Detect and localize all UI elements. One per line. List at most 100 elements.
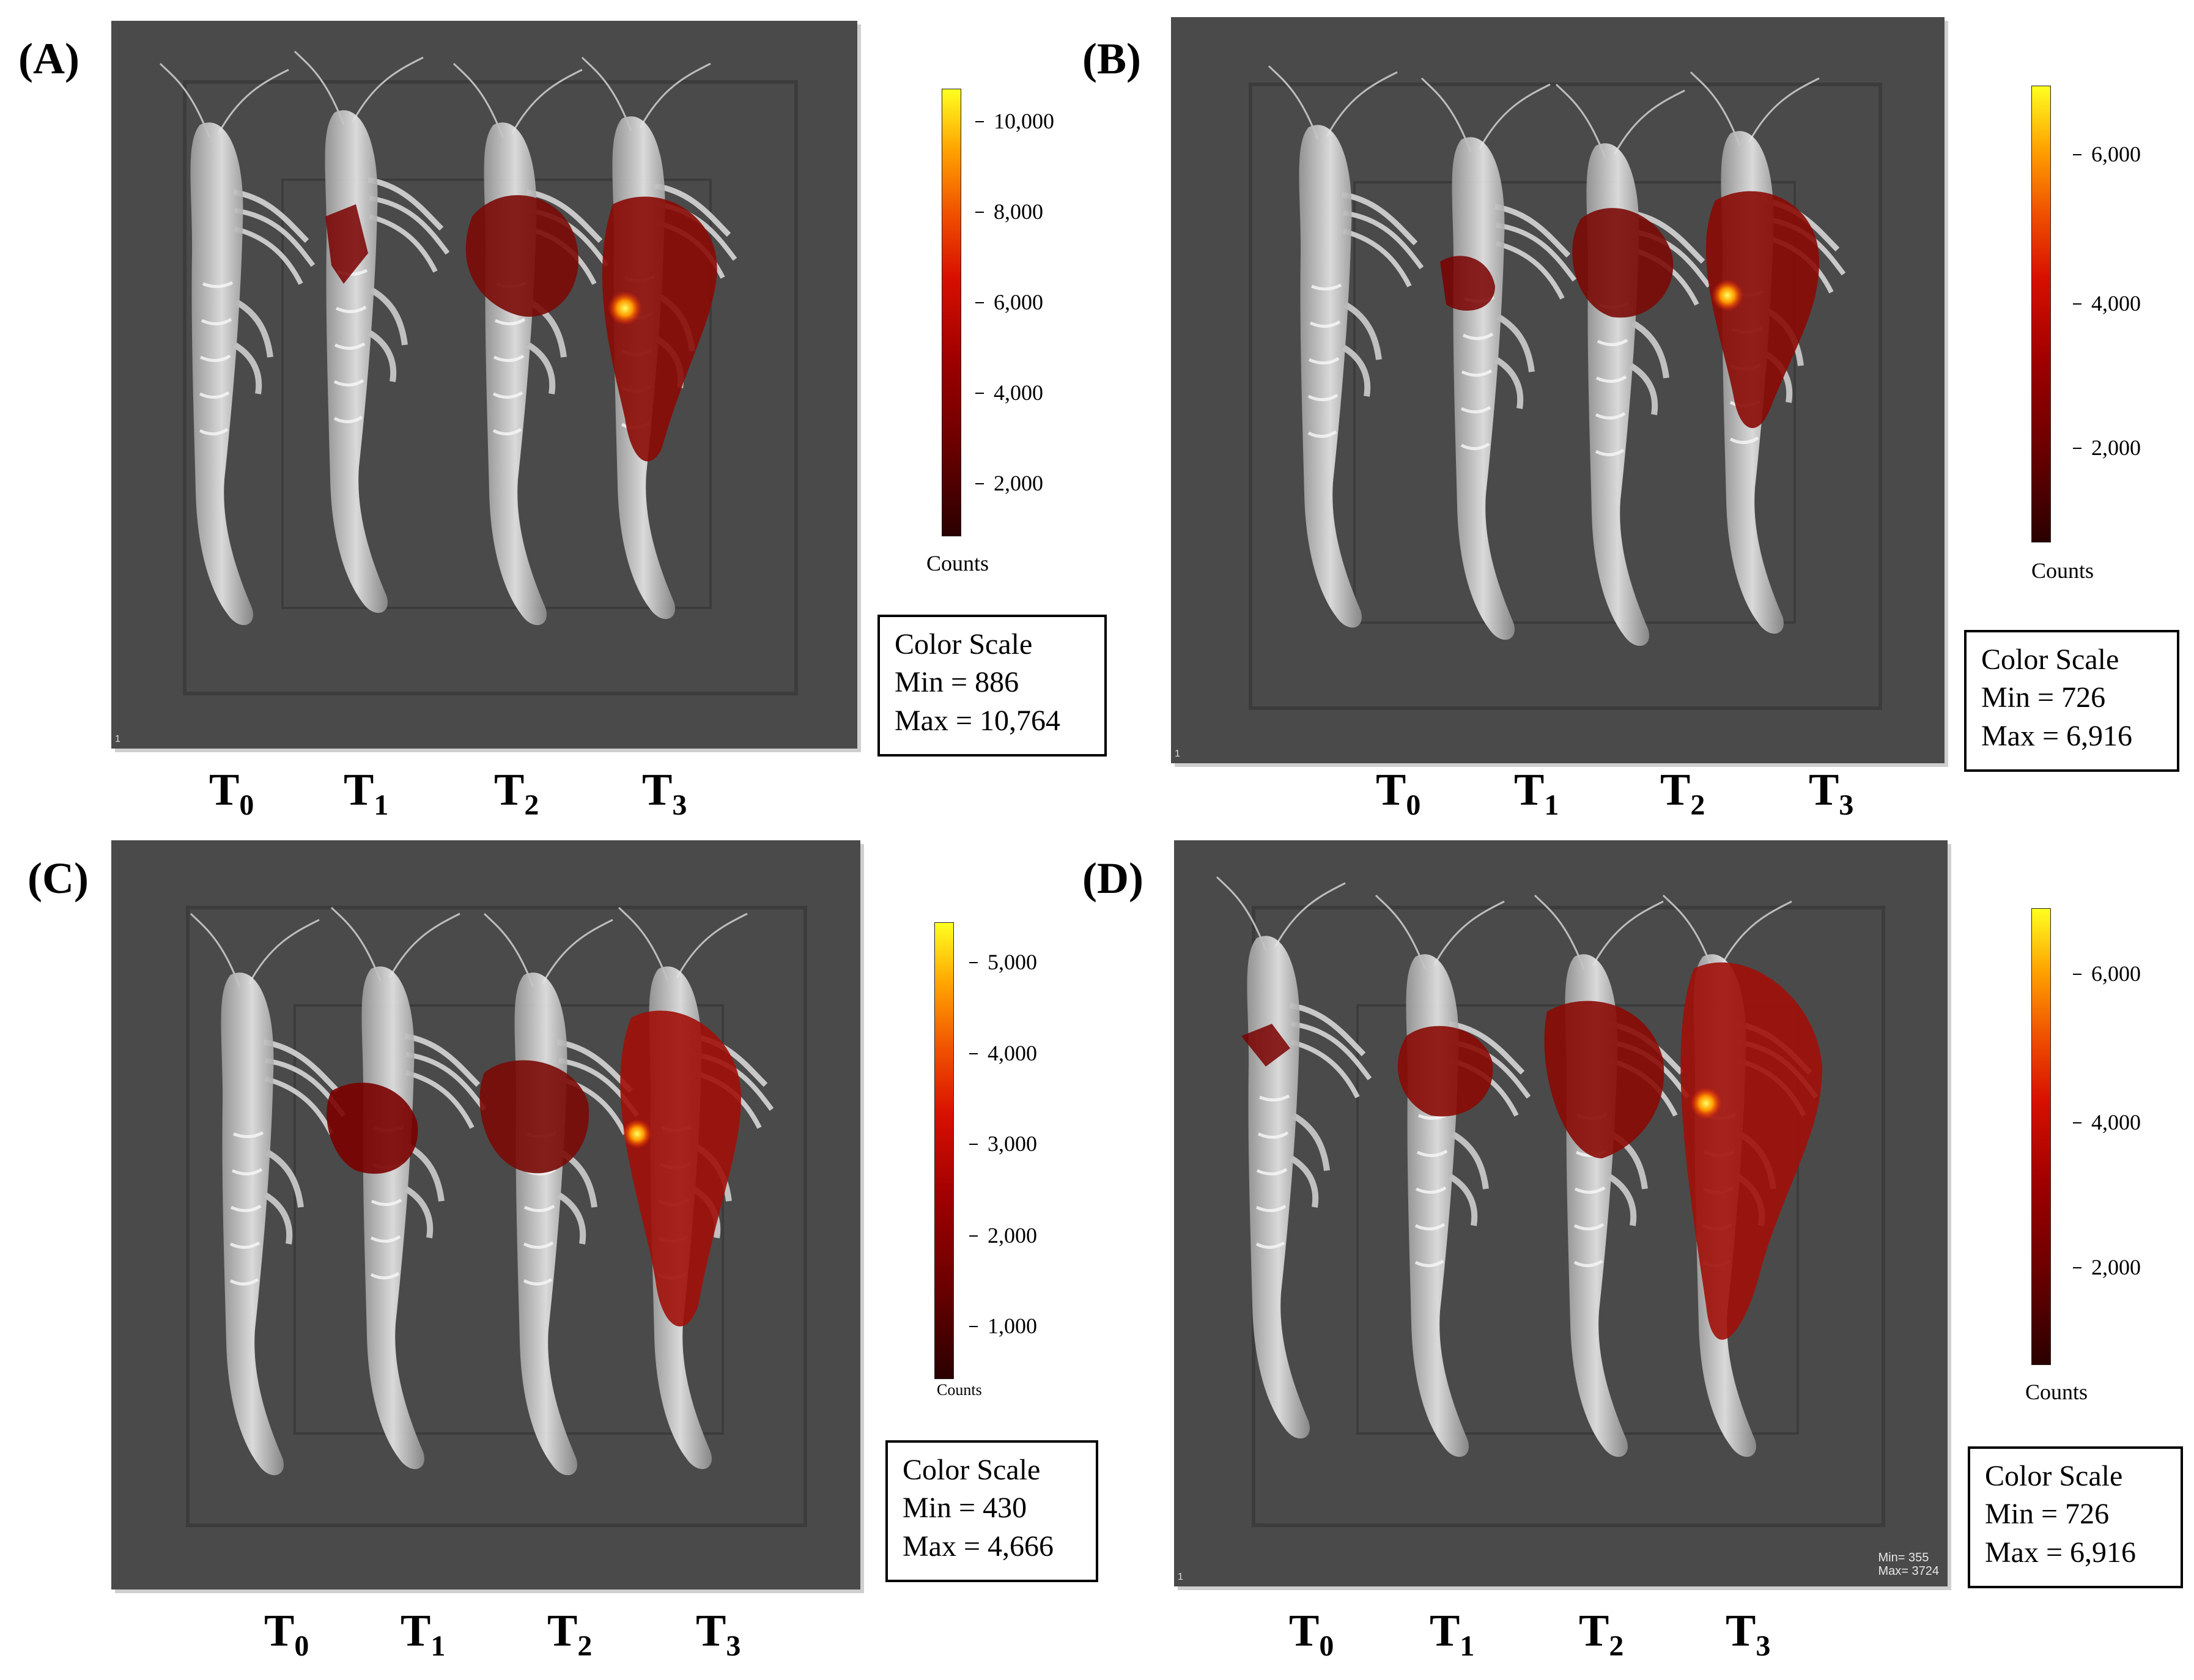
shrimp-t2 <box>1535 895 1688 1457</box>
colorbar-tick: 8,000 <box>975 199 1043 224</box>
acquisition-minmax: Min= 355 Max= 3724 <box>1878 1551 1939 1578</box>
group-label-t3: T3 <box>696 1606 741 1662</box>
scale-title: Color Scale <box>903 1454 1041 1486</box>
color-scale-box: Color Scale Min = 430 Max = 4,666 <box>885 1440 1098 1582</box>
group-label-t0: T0 <box>264 1606 309 1662</box>
colorbar-tick: 1,000 <box>969 1314 1037 1338</box>
signal-region-t3 <box>1705 191 1819 429</box>
colorbar-unit: Counts <box>937 1381 982 1399</box>
colorbar <box>934 922 954 1379</box>
signal-region-t1 <box>327 1082 418 1174</box>
signal-region-t2 <box>465 195 578 317</box>
colorbar-tick: 10,000 <box>975 109 1054 133</box>
scale-title: Color Scale <box>1985 1460 2123 1492</box>
signal-region-t2 <box>1572 208 1674 318</box>
hotspot <box>622 1119 652 1149</box>
corner-mark: 1 <box>115 734 120 744</box>
signal-region-t1 <box>1440 256 1495 311</box>
bioluminescence-image <box>111 840 860 1589</box>
group-label-t0: T0 <box>1289 1606 1334 1662</box>
scale-max: Max = 6,916 <box>1981 719 2133 752</box>
group-label-t1: T1 <box>1430 1606 1475 1662</box>
acquisition-max: Max= 3724 <box>1878 1564 1939 1578</box>
shrimp-scene <box>111 21 798 695</box>
colorbar-tick: 2,000 <box>2073 435 2141 460</box>
shrimp-t1 <box>1376 895 1529 1457</box>
group-label-t3: T3 <box>642 765 687 821</box>
group-label-t1: T1 <box>1514 765 1559 821</box>
shrimp-scene <box>186 840 807 1527</box>
corner-mark: 1 <box>1175 749 1180 759</box>
colorbar-tick: 4,000 <box>975 380 1043 405</box>
shrimp-t1 <box>1422 78 1575 640</box>
scale-max: Max = 10,764 <box>895 704 1061 737</box>
shrimp-t2 <box>484 914 637 1475</box>
colorbar <box>2031 86 2051 542</box>
bioluminescence-image: 1 <box>1171 17 1945 763</box>
colorbar-tick: 6,000 <box>2073 142 2141 166</box>
group-label-t2: T2 <box>494 765 539 821</box>
shrimp-t0 <box>191 914 344 1475</box>
shrimp-scene <box>1249 17 1882 710</box>
color-scale-box: Color Scale Min = 726 Max = 6,916 <box>1964 630 2179 772</box>
scale-title: Color Scale <box>895 628 1033 661</box>
shrimp-scene <box>1174 840 1885 1527</box>
colorbar-unit: Counts <box>2031 558 2094 583</box>
colorbar-tick: 6,000 <box>2073 961 2141 986</box>
bioluminescence-image: 1 <box>111 21 857 749</box>
group-label-t3: T3 <box>1809 765 1854 821</box>
scale-min: Min = 726 <box>1985 1498 2110 1531</box>
shrimp-t1 <box>331 908 484 1469</box>
colorbar-tick: 2,000 <box>2073 1255 2141 1279</box>
scale-max: Max = 4,666 <box>903 1530 1054 1563</box>
shrimp-t2 <box>454 64 607 625</box>
signal-region-t1 <box>1397 1026 1493 1117</box>
group-label-t2: T2 <box>1660 765 1705 821</box>
colorbar-unit: Counts <box>926 551 989 575</box>
color-scale-box: Color Scale Min = 726 Max = 6,916 <box>1968 1446 2183 1588</box>
colorbar-tick: 6,000 <box>975 290 1043 314</box>
color-scale-box: Color Scale Min = 886 Max = 10,764 <box>877 615 1107 757</box>
shrimp-t2 <box>1556 84 1709 646</box>
group-label-t1: T1 <box>401 1606 446 1662</box>
colorbar <box>942 89 961 536</box>
hotspot <box>1690 1087 1722 1119</box>
scale-min: Min = 886 <box>895 666 1019 699</box>
colorbar-tick: 2,000 <box>975 471 1043 495</box>
group-label-t3: T3 <box>1726 1606 1771 1662</box>
panel-label: (D) <box>1082 854 1143 903</box>
colorbar-tick: 2,000 <box>969 1223 1037 1248</box>
colorbar-tick: 4,000 <box>2073 1110 2141 1134</box>
scale-max: Max = 6,916 <box>1985 1536 2137 1569</box>
signal-region-t3 <box>1680 962 1822 1340</box>
signal-region-t0 <box>1241 1024 1290 1067</box>
scale-min: Min = 726 <box>1981 681 2106 714</box>
shrimp-t0 <box>1269 66 1422 627</box>
colorbar-tick: 5,000 <box>969 950 1037 974</box>
signal-region-t1 <box>325 204 368 284</box>
panel-label: (B) <box>1082 34 1141 83</box>
signal-region-t2 <box>1544 1001 1664 1158</box>
panel-label: (C) <box>28 854 89 903</box>
signal-region-t3 <box>602 196 717 462</box>
colorbar-tick: 4,000 <box>2073 291 2141 316</box>
colorbar-unit: Counts <box>2025 1380 2088 1404</box>
scale-title: Color Scale <box>1981 643 2119 676</box>
signal-region-t2 <box>479 1060 589 1174</box>
signal-region-t3 <box>620 1010 741 1327</box>
acquisition-min: Min= 355 <box>1878 1551 1929 1564</box>
hotspot <box>1712 279 1743 311</box>
shrimp-t0 <box>1217 877 1370 1438</box>
colorbar-tick: 3,000 <box>969 1131 1037 1156</box>
colorbar-tick: 4,000 <box>969 1041 1037 1065</box>
shrimp-t1 <box>295 51 448 613</box>
group-label-t2: T2 <box>1579 1606 1624 1662</box>
group-label-t0: T0 <box>1376 765 1421 821</box>
corner-mark: 1 <box>1178 1572 1183 1582</box>
hotspot <box>608 291 642 325</box>
group-label-t2: T2 <box>547 1606 593 1662</box>
group-label-t0: T0 <box>209 765 254 821</box>
bioluminescence-image: 1 Min= 355 Max= 3724 <box>1174 840 1948 1586</box>
colorbar <box>2031 908 2051 1365</box>
scale-min: Min = 430 <box>903 1492 1027 1525</box>
